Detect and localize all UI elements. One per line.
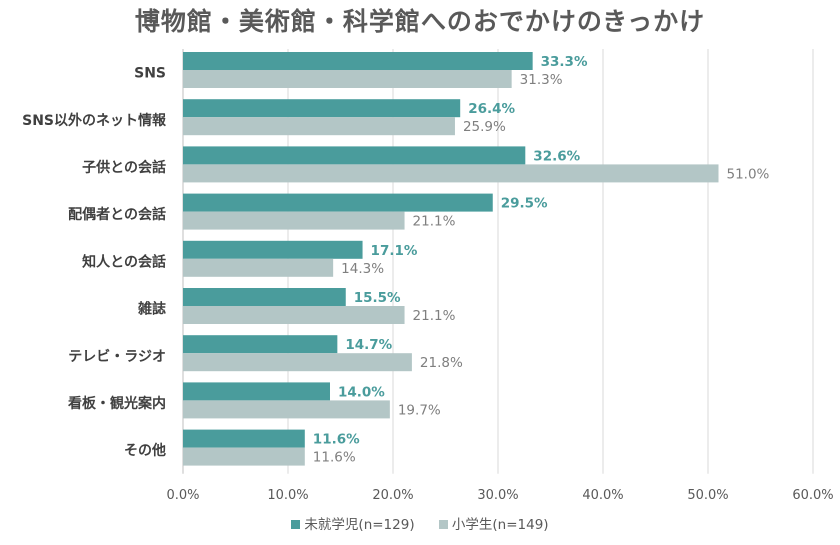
legend-item-series-2: 小学生(n=149) [438,513,549,533]
category-label: SNS [134,66,166,82]
bar-series-1 [183,146,526,165]
x-tick-label: 40.0% [582,488,623,503]
data-label-series-1: 11.6% [313,432,360,448]
legend: 未就学児(n=129) 小学生(n=149) [0,513,840,533]
x-tick-label: 50.0% [687,488,728,503]
bar-series-1 [183,429,305,448]
bar-series-2 [183,70,512,88]
bar-series-1 [183,99,461,118]
data-label-series-1: 17.1% [371,243,418,259]
data-label-series-1: 15.5% [354,290,401,306]
category-label: 配偶者との会話 [68,206,166,223]
data-label-series-1: 33.3% [541,54,588,70]
bar-series-2 [183,117,455,136]
data-label-series-2: 51.0% [727,166,770,182]
x-tick-label: 20.0% [372,488,413,503]
category-label: その他 [124,442,166,459]
bar-series-1 [183,382,330,401]
chart-title: 博物館・美術館・科学館へのおでかけのきっかけ [134,7,706,36]
bar-series-1 [183,193,493,212]
x-tick-label: 60.0% [792,488,833,503]
data-label-series-2: 21.1% [413,214,456,230]
data-label-series-1: 14.0% [338,384,385,400]
data-label-series-2: 25.9% [463,119,506,135]
bar-series-1 [183,335,338,354]
data-label-series-1: 26.4% [468,101,515,117]
data-label-series-1: 14.7% [345,337,392,353]
bar-series-1 [183,288,346,306]
bars [183,52,719,466]
data-label-series-2: 21.8% [420,355,463,371]
bar-series-2 [183,447,305,466]
category-label: 知人との会話 [82,253,166,270]
bar-series-1 [183,240,363,259]
data-label-series-2: 31.3% [520,72,563,88]
category-label: テレビ・ラジオ [68,349,166,365]
bar-series-2 [183,400,390,419]
labels: 0.0% 10.0% 20.0% 30.0% 40.0% 50.0% 60.0% SNS 33.… [22,54,834,503]
category-label: SNS以外のネット情報 [22,112,167,129]
bar-series-2 [183,258,334,277]
bar-series-2 [183,306,405,324]
data-label-series-2: 19.7% [398,402,441,418]
legend-swatch-series-1 [291,520,301,529]
legend-label-series-1: 未就学児(n=129) [304,517,415,533]
data-label-series-2: 14.3% [341,261,384,277]
data-label-series-2: 21.1% [413,308,456,324]
data-label-series-1: 29.5% [501,196,548,212]
data-label-series-1: 32.6% [533,148,580,164]
legend-swatch-series-2 [438,520,448,529]
bar-series-2 [183,353,412,372]
bar-series-2 [183,164,719,183]
legend-item-series-1: 未就学児(n=129) [291,513,415,533]
bar-series-2 [183,211,405,230]
category-label: 子供との会話 [82,159,166,176]
bar-series-1 [183,52,533,70]
category-label: 雑誌 [137,301,166,318]
x-tick-label: 0.0% [166,488,199,503]
legend-label-series-2: 小学生(n=149) [451,517,549,533]
x-tick-label: 10.0% [267,488,308,503]
category-label: 看板・観光案内 [67,395,166,412]
x-tick-label: 30.0% [477,488,518,503]
data-label-series-2: 11.6% [313,450,356,466]
